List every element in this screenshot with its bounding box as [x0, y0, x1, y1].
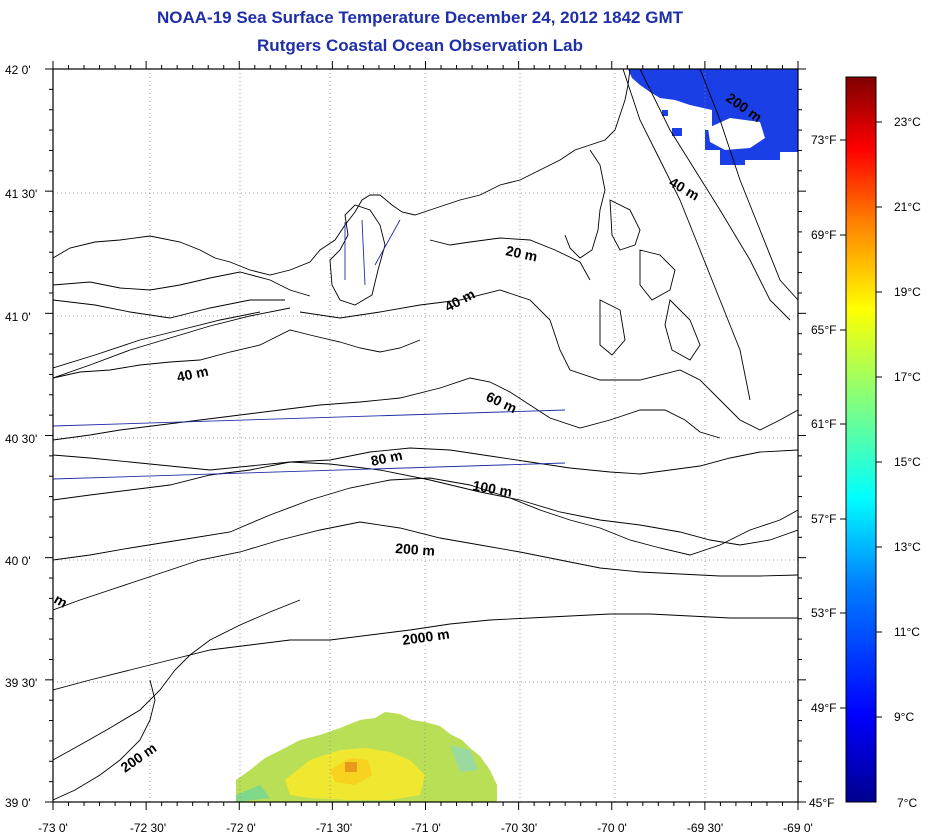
contour-label: m: [52, 591, 71, 611]
colorbar-gradient: [845, 76, 877, 803]
x-tick-label: -72 30': [130, 821, 166, 835]
colorbar-celsius-label: 17°C: [894, 370, 921, 384]
y-tick-label: 39 30': [5, 676, 37, 690]
graticule: [53, 69, 798, 802]
colorbar-celsius-label: 19°C: [894, 285, 921, 299]
y-tick-label: 39 0': [5, 796, 31, 810]
colorbar-celsius-label: 11°C: [894, 625, 920, 639]
colorbar-celsius-label: 21°C: [894, 200, 921, 214]
x-tick-label: -72 0': [226, 821, 256, 835]
contour-label: 80 m: [369, 447, 404, 469]
contour-labels: 200 m 40 m 20 m 40 m 40 m 60 m 80 m 100 …: [52, 89, 765, 775]
sst-data: [236, 69, 798, 802]
bathymetry-contours: [53, 69, 798, 801]
colorbar-fahrenheit-label: 73°F: [811, 133, 836, 147]
y-tick-label: 41 30': [5, 187, 37, 201]
colorbar-fahrenheit-label: 61°F: [811, 417, 836, 431]
colorbar: 23°C 21°C 19°C 17°C 15°C 13°C 11°C 9°C 7…: [809, 76, 921, 810]
contour-label: 40 m: [175, 363, 210, 385]
y-tick-label: 40 0': [5, 554, 31, 568]
x-tick-label: -71 0': [411, 821, 441, 835]
coastline: [53, 69, 631, 276]
map-frame: [52, 68, 799, 803]
colorbar-fahrenheit-label: 53°F: [811, 606, 836, 620]
x-axis-labels: -73 0' -72 30' -72 0' -71 30' -71 0' -70…: [38, 821, 813, 835]
contour-label: 2000 m: [401, 626, 450, 648]
x-tick-label: -69 0': [783, 821, 813, 835]
map-title: NOAA-19 Sea Surface Temperature December…: [157, 8, 683, 27]
colorbar-fahrenheit-label: 65°F: [811, 323, 836, 337]
contour-label: 40 m: [442, 286, 478, 315]
contour-label: 200 m: [118, 740, 160, 776]
colorbar-fahrenheit-label: 57°F: [811, 512, 836, 526]
y-tick-label: 42 0': [5, 63, 31, 77]
x-tick-label: -71 30': [316, 821, 352, 835]
x-tick-label: -69 30': [687, 821, 723, 835]
colorbar-fahrenheit-label: 69°F: [811, 228, 836, 242]
colorbar-celsius-label: 23°C: [894, 115, 921, 129]
map-subtitle: Rutgers Coastal Ocean Observation Lab: [257, 36, 583, 55]
contour-label: 200 m: [395, 540, 436, 559]
colorbar-celsius-label: 13°C: [894, 540, 921, 554]
x-tick-label: -70 0': [597, 821, 627, 835]
contour-label: 20 m: [504, 242, 539, 264]
colorbar-fahrenheit-label: 45°F: [809, 796, 834, 810]
colorbar-fahrenheit-label: 49°F: [811, 701, 836, 715]
contour-label: 100 m: [471, 477, 513, 500]
y-axis-labels: 42 0' 41 30' 41 0' 40 30' 40 0' 39 30' 3…: [5, 63, 37, 810]
x-tick-label: -73 0': [38, 821, 68, 835]
colorbar-celsius-label: 15°C: [894, 455, 921, 469]
y-tick-label: 41 0': [5, 310, 31, 324]
contour-label: 40 m: [667, 174, 703, 204]
tick-marks: [45, 61, 806, 810]
sst-patch-northeast: [628, 69, 798, 165]
x-tick-label: -70 30': [501, 821, 537, 835]
y-tick-label: 40 30': [5, 432, 37, 446]
colorbar-celsius-label: 7°C: [897, 796, 917, 810]
colorbar-celsius-label: 9°C: [894, 710, 914, 724]
